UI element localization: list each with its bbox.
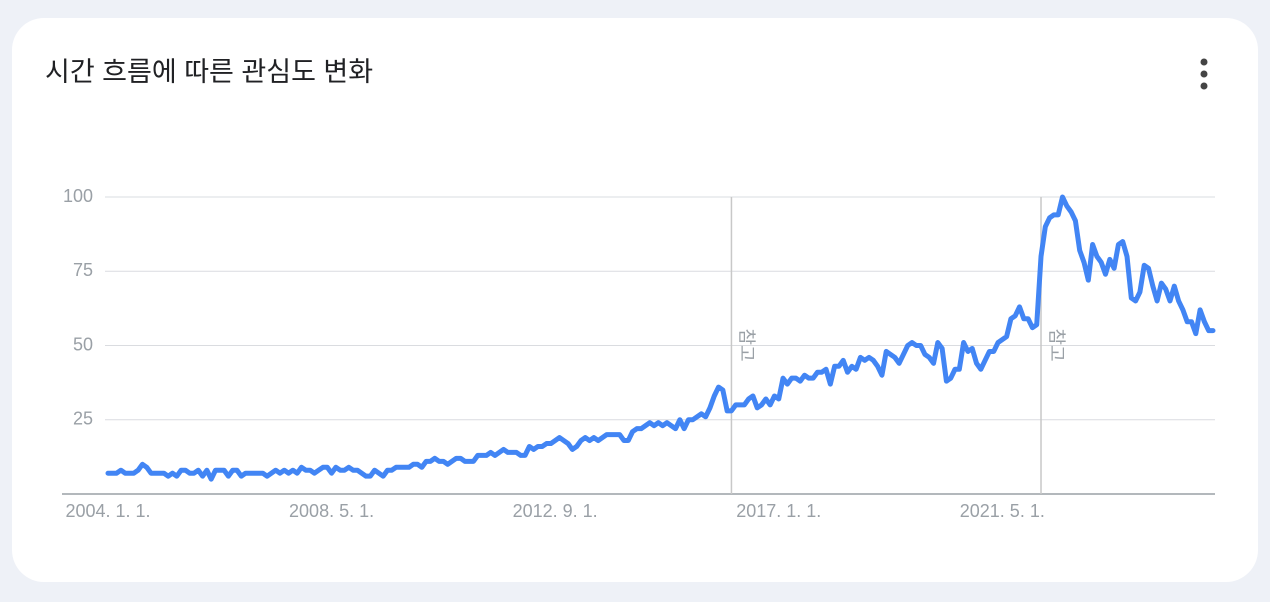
y-tick-label: 50 xyxy=(73,334,93,354)
menu-button[interactable] xyxy=(1200,58,1208,90)
x-tick-label: 2012. 9. 1. xyxy=(513,501,598,521)
y-tick-label: 100 xyxy=(63,186,93,206)
y-tick-label: 25 xyxy=(73,409,93,429)
x-tick-label: 2008. 5. 1. xyxy=(289,501,374,521)
x-tick-label: 2004. 1. 1. xyxy=(65,501,150,521)
annotation-label: 참고 xyxy=(1046,328,1066,361)
menu-dot xyxy=(1200,82,1208,90)
menu-dot xyxy=(1200,58,1208,66)
x-tick-label: 2017. 1. 1. xyxy=(736,501,821,521)
y-tick-label: 75 xyxy=(73,260,93,280)
menu-dot xyxy=(1200,70,1208,78)
annotation-label: 참고 xyxy=(737,328,757,361)
data-line xyxy=(105,194,1216,482)
card xyxy=(12,18,1258,582)
chart-title: 시간 흐름에 따른 관심도 변화 xyxy=(45,57,373,87)
x-tick-label: 2021. 5. 1. xyxy=(960,501,1045,521)
